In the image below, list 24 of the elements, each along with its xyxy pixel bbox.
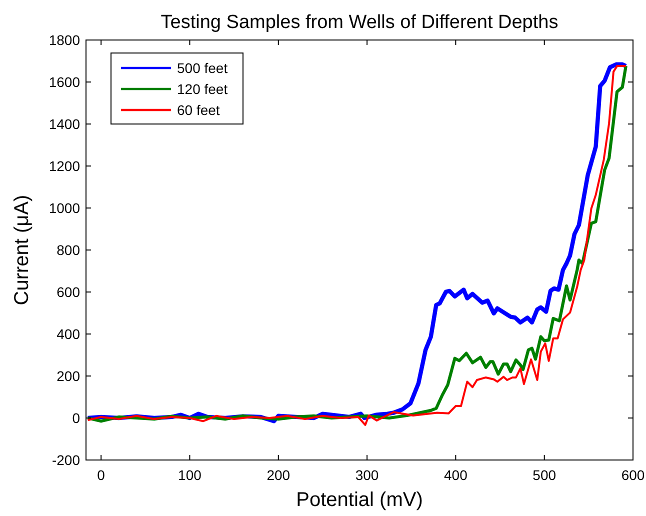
x-tick-label: 200 xyxy=(266,467,290,483)
x-tick-label: 500 xyxy=(532,467,556,483)
y-tick-label: -200 xyxy=(52,452,80,468)
legend-label: 60 feet xyxy=(177,102,220,118)
y-tick-label: 1200 xyxy=(48,158,80,174)
y-tick-label: 0 xyxy=(72,410,80,426)
y-tick-label: 1000 xyxy=(48,200,80,216)
y-tick-label: 1400 xyxy=(48,116,80,132)
x-tick-label: 400 xyxy=(444,467,468,483)
y-tick-label: 400 xyxy=(56,326,80,342)
x-axis-title: Potential (mV) xyxy=(296,489,423,511)
legend-label: 500 feet xyxy=(177,60,228,76)
x-tick-label: 0 xyxy=(97,467,106,483)
x-tick-label: 300 xyxy=(355,467,379,483)
y-tick-label: 1600 xyxy=(48,74,80,90)
y-tick-label: 200 xyxy=(56,368,80,384)
legend-label: 120 feet xyxy=(177,81,228,97)
x-tick-label: 600 xyxy=(621,467,645,483)
y-tick-label: 800 xyxy=(56,242,80,258)
chart-title: Testing Samples from Wells of Different Depths xyxy=(160,12,558,33)
y-axis-title: Current (μA) xyxy=(11,194,33,306)
y-tick-label: 1800 xyxy=(48,32,80,48)
x-tick-label: 100 xyxy=(178,467,202,483)
y-tick-label: 600 xyxy=(56,284,80,300)
